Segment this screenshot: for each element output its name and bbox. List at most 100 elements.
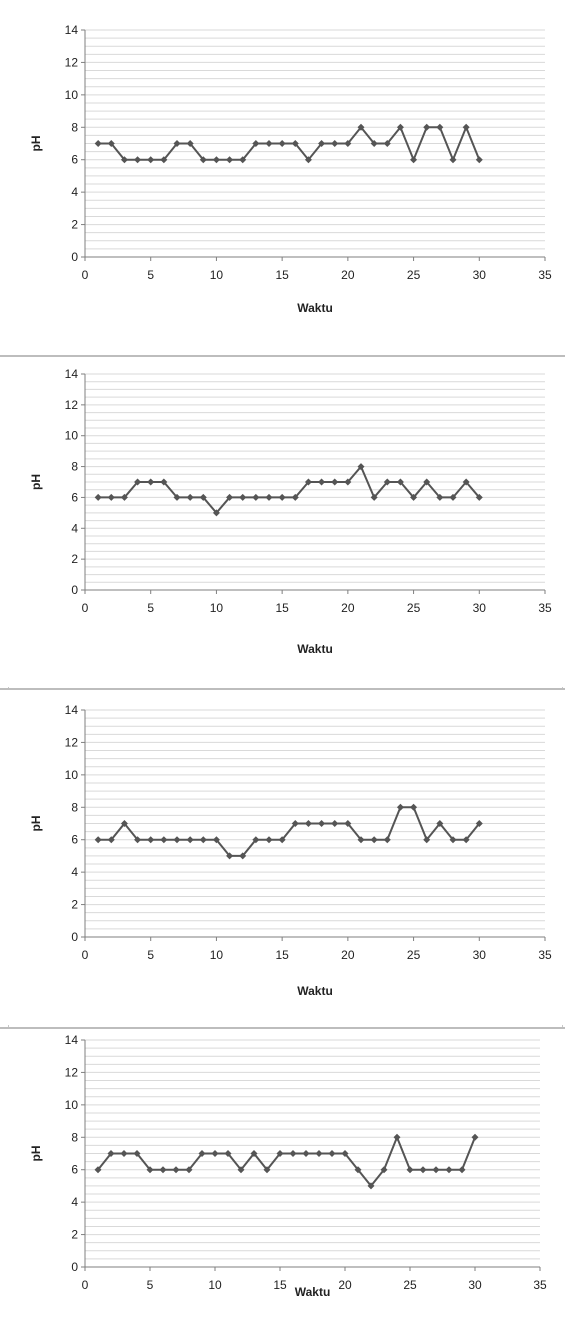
y-tick-label: 14 [65, 367, 79, 381]
data-point [239, 156, 247, 164]
chart-1: 0 2 4 6 8 10 12 14 0 5 10 15 20 25 30 35 Waktu pH [29, 23, 552, 315]
data-point [226, 852, 234, 860]
y-tick-label: 4 [71, 865, 78, 879]
data-point [475, 156, 483, 164]
x-tick-label: 10 [210, 948, 224, 962]
y-tick-label: 8 [71, 800, 78, 814]
data-point [410, 493, 418, 501]
chart-panel-1: 0 2 4 6 8 10 12 14 0 5 10 15 20 25 30 35 Waktu pH [0, 0, 565, 355]
x-tick-label: 10 [210, 601, 224, 615]
x-tick-label: 15 [275, 948, 289, 962]
data-point [120, 493, 128, 501]
data-point [449, 156, 457, 164]
data-point [120, 820, 128, 827]
data-point [449, 493, 457, 501]
data-point [94, 493, 102, 501]
data-point [436, 123, 444, 131]
data-point [146, 1166, 154, 1174]
y-tick-label: 2 [71, 552, 78, 566]
data-point [278, 140, 286, 147]
data-point [107, 493, 115, 501]
y-axis-label: pH [29, 1146, 43, 1162]
data-point [94, 140, 102, 147]
data-point [173, 140, 181, 147]
data-point [107, 836, 115, 844]
y-tick-label: 0 [71, 250, 78, 264]
data-point [423, 836, 431, 844]
data-point [341, 1150, 349, 1157]
x-tick-label: 20 [341, 948, 355, 962]
data-point [134, 156, 142, 164]
data-point [265, 140, 273, 147]
chart-panel-2: 0 2 4 6 8 10 12 14 0 5 10 15 20 25 30 35 Waktu pH [0, 357, 565, 687]
y-tick-label: 10 [65, 768, 79, 782]
x-tick-label: 10 [210, 268, 224, 282]
x-axis-label: Waktu [297, 642, 333, 656]
data-point [94, 836, 102, 844]
data-point [406, 1166, 414, 1174]
data-point [107, 1150, 115, 1157]
data-point [159, 1166, 167, 1174]
data-point [445, 1166, 453, 1174]
data-point [344, 478, 352, 486]
data-point [331, 478, 339, 486]
data-point [160, 156, 168, 164]
data-point [252, 836, 260, 844]
x-tick-label: 5 [147, 601, 154, 615]
data-point [304, 820, 312, 827]
data-point [370, 836, 378, 844]
data-point [186, 836, 194, 844]
data-point [250, 1150, 258, 1157]
y-tick-label: 14 [65, 703, 79, 717]
chart-3: 0 2 4 6 8 10 12 14 0 5 10 15 20 25 30 35 Waktu pH [29, 703, 552, 998]
data-point [423, 123, 431, 131]
y-axis-label: pH [29, 474, 43, 490]
chart-2: 0 2 4 6 8 10 12 14 0 5 10 15 20 25 30 35 Waktu pH [29, 367, 552, 656]
data-point [263, 1166, 271, 1174]
y-axis-label: pH [29, 816, 43, 832]
data-point [252, 493, 260, 501]
data-point [160, 836, 168, 844]
data-point [172, 1166, 180, 1174]
data-point [94, 1166, 102, 1174]
data-point [410, 803, 418, 811]
y-tick-label: 12 [65, 735, 79, 749]
x-tick-label: 0 [82, 601, 89, 615]
data-point [344, 820, 352, 827]
data-point [354, 1166, 362, 1174]
data-point [396, 803, 404, 811]
x-tick-label: 30 [473, 268, 487, 282]
x-tick-label: 30 [468, 1278, 482, 1292]
y-tick-label: 8 [71, 120, 78, 134]
y-tick-label: 12 [65, 398, 79, 412]
y-tick-label: 12 [65, 55, 79, 69]
data-point [224, 1150, 232, 1157]
data-point [370, 493, 378, 501]
data-point [173, 493, 181, 501]
y-tick-label: 2 [71, 1228, 78, 1242]
data-point [289, 1150, 297, 1157]
data-point [199, 493, 207, 501]
y-tick-label: 6 [71, 153, 78, 167]
y-tick-label: 2 [71, 218, 78, 232]
data-point [304, 478, 312, 486]
data-point [318, 820, 326, 827]
x-axis-label: Waktu [297, 984, 333, 998]
x-tick-label: 20 [338, 1278, 352, 1292]
data-point [357, 123, 365, 131]
x-axis-label: Waktu [297, 301, 333, 315]
data-point [475, 493, 483, 501]
y-tick-label: 0 [71, 583, 78, 597]
y-tick-label: 0 [71, 930, 78, 944]
x-tick-label: 5 [147, 268, 154, 282]
x-tick-label: 35 [533, 1278, 547, 1292]
x-tick-label: 15 [273, 1278, 287, 1292]
x-tick-label: 20 [341, 268, 355, 282]
x-tick-label: 30 [473, 948, 487, 962]
x-tick-label: 5 [147, 1278, 154, 1292]
y-tick-label: 10 [65, 1098, 79, 1112]
data-point [199, 836, 207, 844]
data-point [160, 478, 168, 486]
data-point [291, 820, 299, 827]
data-point [265, 836, 273, 844]
